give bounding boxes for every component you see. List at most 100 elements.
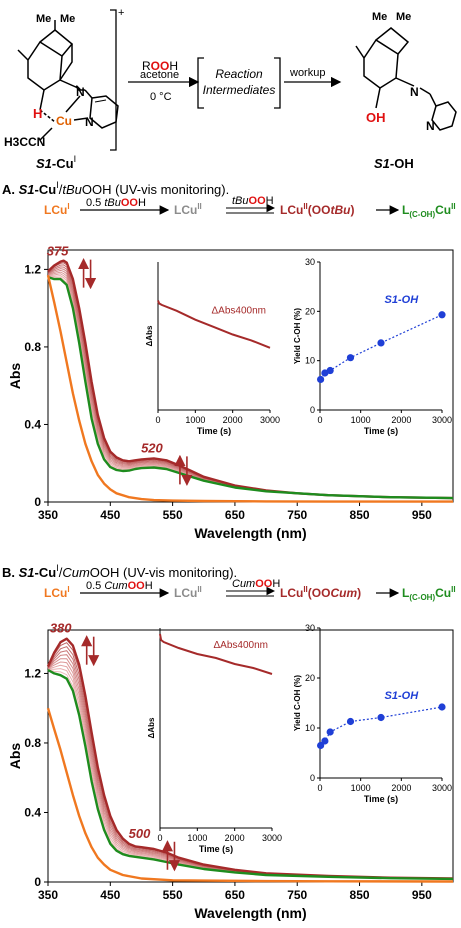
- workup-label: workup: [289, 67, 325, 79]
- reagent-h: H: [169, 59, 178, 73]
- step-h: H: [145, 580, 153, 592]
- step-lcu1: LCuI: [44, 585, 70, 600]
- step-prod-a: L: [402, 203, 409, 217]
- kinetics-trace: [159, 633, 273, 675]
- yield-x-tick-label: 1000: [351, 415, 371, 425]
- temperature-label: 0 °C: [150, 91, 172, 103]
- panel-title-cu: -Cu: [35, 182, 57, 197]
- yield-x-tick-label: 2000: [391, 415, 411, 425]
- step-prod-b: Cu: [435, 203, 451, 217]
- n-label-imine: N: [76, 85, 85, 99]
- yield-y-label: Yield C-OH (%): [293, 675, 302, 731]
- panel-title-s1: S1: [19, 182, 35, 197]
- step-lcu2: LCuII: [174, 585, 202, 600]
- step-int-c: Cum: [330, 586, 357, 600]
- product-label-a: S1: [374, 156, 390, 171]
- step-product: L(C-OH)CuII: [402, 585, 456, 602]
- step-eq-h: H: [266, 195, 274, 207]
- step-prod-sup: II: [451, 585, 455, 594]
- y-tick-label: 0.8: [24, 340, 41, 354]
- step-h: H: [138, 197, 146, 209]
- x-tick-label: 550: [163, 888, 183, 902]
- x-axis-label: Wavelength (nm): [194, 525, 306, 541]
- panel-title-rest: OOH (UV-vis monitoring).: [90, 565, 237, 580]
- yield-y-tick-label: 0: [310, 773, 315, 783]
- trace-intermediate: [47, 650, 453, 880]
- yield-trace: [320, 314, 443, 380]
- yield-trace: [320, 706, 443, 746]
- x-tick-label: 450: [100, 508, 120, 522]
- yield-x-tick-label: 0: [317, 415, 322, 425]
- me-label-left: Me: [36, 13, 51, 25]
- step-oo: OO: [128, 580, 146, 592]
- step-lcu1: LCuI: [44, 202, 70, 217]
- panel-title-sup: I: [56, 180, 59, 190]
- yield-x-tick-label: 0: [317, 783, 322, 793]
- product-structure: [355, 27, 457, 131]
- yield-point: [377, 339, 385, 347]
- step-lcu1-text: LCu: [44, 586, 67, 600]
- step-oxidant: Cum: [104, 580, 127, 592]
- x-tick-label: 350: [38, 508, 58, 522]
- trace-cu1: [46, 707, 454, 883]
- step-reagent: 0.5 CumOOH: [86, 580, 153, 592]
- product-label-b: -OH: [390, 156, 414, 171]
- trace-cu1: [46, 274, 453, 503]
- step-int-a: LCu: [280, 586, 303, 600]
- step-int-c: tBu: [330, 203, 351, 217]
- yield-y-label: Yield C-OH (%): [293, 308, 302, 364]
- x-axis-label: Wavelength (nm): [194, 905, 306, 921]
- step-intermediate: LCuII(OOtBu): [280, 202, 354, 217]
- step-eq-h: H: [272, 578, 280, 590]
- step-int-d: ): [357, 586, 361, 600]
- yield-x-tick-label: 1000: [351, 783, 371, 793]
- yield-x-label: Time (s): [364, 794, 398, 804]
- y-tick-label: 0.8: [24, 736, 41, 750]
- yield-y-tick-label: 20: [305, 306, 315, 316]
- step-prod-sup: II: [451, 202, 455, 211]
- yield-x-tick-label: 2000: [391, 783, 411, 793]
- step-eq-reagent: tBuOOH: [232, 195, 274, 207]
- kinetics-x-label: Time (s): [199, 844, 233, 854]
- peak-label: 375: [47, 244, 69, 259]
- step-eq-oxidant: Cum: [232, 578, 255, 590]
- reactant-label-a: S1: [36, 156, 52, 171]
- step-eq-oo: OO: [249, 195, 267, 207]
- peak-label: 520: [141, 440, 163, 455]
- yield-point: [326, 728, 334, 736]
- h-label: H: [33, 106, 42, 121]
- step-lcu1-text: LCu: [44, 203, 67, 217]
- step-eq-oxidant: tBu: [232, 195, 249, 207]
- reactant-label-sup: I: [74, 154, 77, 164]
- kinetics-x-tick-label: 3000: [262, 833, 282, 843]
- me-label-right: Me: [60, 13, 75, 25]
- step-int-sup: II: [303, 585, 307, 594]
- reactant-label-b: -Cu: [52, 156, 74, 171]
- yield-y-tick-label: 10: [305, 356, 315, 366]
- trace-initial: [46, 637, 454, 880]
- step-lcu2-sup: II: [197, 585, 201, 594]
- yield-y-tick-label: 30: [305, 257, 315, 267]
- yield-y-tick-label: 0: [310, 405, 315, 415]
- yield-x-label: Time (s): [364, 426, 398, 436]
- yield-point: [438, 703, 446, 711]
- trace-intermediate: [47, 654, 454, 880]
- step-prod-a: L: [402, 586, 409, 600]
- yield-point: [438, 311, 446, 319]
- charge-bracket: [110, 9, 117, 151]
- panel-title-rest: OOH (UV-vis monitoring).: [82, 182, 229, 197]
- yield-series-label: S1-OH: [385, 294, 420, 306]
- step-eq-reagent: CumOOH: [232, 578, 280, 590]
- reagent-label: ROOH: [142, 59, 178, 73]
- kinetics-y-label: ΔAbs: [145, 325, 154, 346]
- step-int-sup: II: [303, 202, 307, 211]
- y-tick-label: 0.4: [24, 805, 41, 819]
- yield-y-tick-label: 20: [305, 673, 315, 683]
- step-int-b: (OO: [308, 586, 331, 600]
- product-n-imine: N: [410, 85, 419, 99]
- yield-y-tick-label: 10: [305, 723, 315, 733]
- step-int-b: (OO: [308, 203, 331, 217]
- panel-title-s1: S1: [19, 565, 35, 580]
- step-lcu2: LCuII: [174, 202, 202, 217]
- y-axis-label: Abs: [7, 743, 23, 770]
